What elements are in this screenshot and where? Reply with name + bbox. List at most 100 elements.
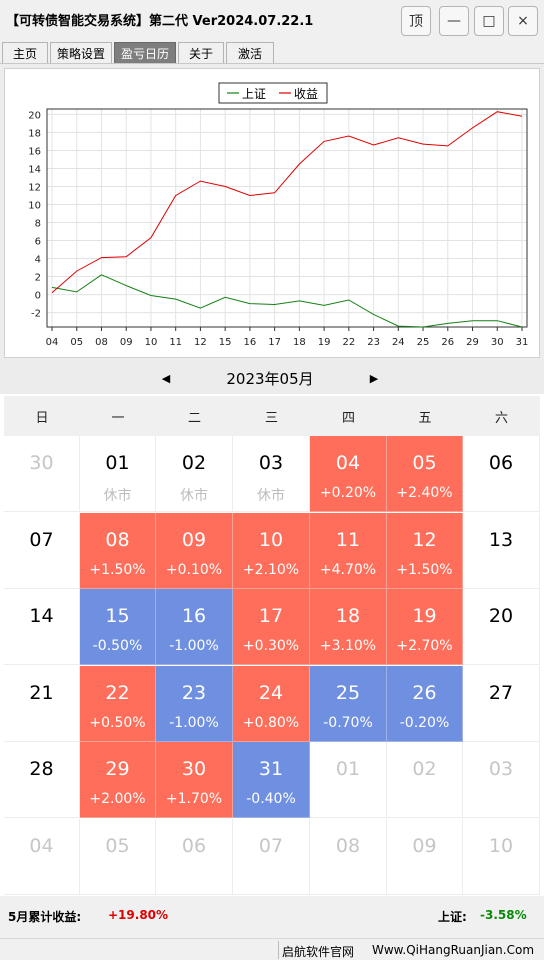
daily-return: -0.50% bbox=[92, 638, 143, 654]
x-tick-label: 10 bbox=[145, 337, 158, 348]
prev-month-icon[interactable]: ◀ bbox=[161, 371, 171, 385]
calendar-day-cell[interactable]: 04 bbox=[4, 818, 80, 895]
maximize-button[interactable]: □ bbox=[474, 6, 504, 36]
calendar-day-cell[interactable]: 12 +1.50% bbox=[387, 512, 463, 589]
calendar-day-cell[interactable]: 30 +1.70% bbox=[156, 742, 233, 818]
calendar-day-cell[interactable]: 21 bbox=[4, 665, 80, 742]
calendar-day-cell[interactable]: 04 +0.20% bbox=[310, 436, 387, 512]
day-number: 02 bbox=[412, 758, 437, 780]
x-tick-label: 24 bbox=[392, 337, 405, 348]
day-number: 08 bbox=[335, 834, 361, 857]
calendar-day-cell[interactable]: 07 bbox=[4, 512, 80, 589]
day-number: 05 bbox=[412, 452, 437, 474]
day-number: 01 bbox=[335, 758, 361, 780]
legend-label: 收益 bbox=[294, 87, 318, 101]
calendar-day-cell[interactable]: 03 bbox=[463, 742, 540, 818]
daily-return: +1.50% bbox=[89, 561, 146, 578]
x-tick-label: 17 bbox=[268, 337, 281, 348]
x-tick-label: 12 bbox=[194, 337, 207, 348]
calendar-day-cell[interactable]: 09 +0.10% bbox=[156, 512, 233, 589]
tab-pnl-calendar[interactable]: 盈亏日历 bbox=[114, 42, 176, 63]
daily-return: +4.70% bbox=[319, 561, 377, 578]
calendar-day-cell[interactable]: 06 bbox=[156, 818, 233, 895]
close-button[interactable]: × bbox=[508, 6, 538, 36]
calendar-day-cell[interactable]: 23 -1.00% bbox=[156, 665, 233, 742]
calendar-day-cell[interactable]: 01 休市 bbox=[80, 436, 156, 512]
calendar-day-cell[interactable]: 10 bbox=[463, 818, 540, 895]
calendar-day-cell[interactable]: 27 bbox=[463, 665, 540, 742]
daily-return: +2.70% bbox=[396, 638, 453, 654]
calendar-day-cell[interactable]: 30 bbox=[4, 436, 80, 512]
plot-area bbox=[46, 108, 528, 328]
x-tick-label: 16 bbox=[244, 337, 257, 348]
y-tick-label: -2 bbox=[31, 309, 41, 320]
x-tick-label: 25 bbox=[417, 337, 430, 348]
daily-return: +1.50% bbox=[396, 561, 453, 578]
calendar-day-cell[interactable]: 24 +0.80% bbox=[233, 665, 310, 742]
y-tick-label: 10 bbox=[28, 200, 41, 211]
site-url[interactable]: Www.QiHangRuanJian.Com bbox=[372, 943, 535, 957]
market-closed-label: 休市 bbox=[103, 488, 132, 504]
weekday-header: 一 bbox=[80, 396, 156, 436]
day-number: 09 bbox=[181, 528, 207, 551]
calendar-day-cell[interactable]: 18 +3.10% bbox=[310, 589, 387, 665]
day-number: 07 bbox=[29, 528, 54, 551]
calendar-day-cell[interactable]: 19 +2.70% bbox=[387, 589, 463, 665]
calendar-day-cell[interactable]: 26 -0.20% bbox=[387, 665, 463, 742]
tab-strategy-settings[interactable]: 策略设置 bbox=[50, 42, 112, 63]
calendar-day-cell[interactable]: 11 +4.70% bbox=[310, 512, 387, 589]
calendar-day-cell[interactable]: 02 休市 bbox=[156, 436, 233, 512]
calendar-day-cell[interactable]: 03 休市 bbox=[233, 436, 310, 512]
tab-home[interactable]: 主页 bbox=[2, 42, 48, 63]
month-label: 2023年05月 bbox=[226, 370, 314, 388]
calendar-day-cell[interactable]: 05 bbox=[80, 818, 156, 895]
calendar-day-cell[interactable]: 10 +2.10% bbox=[233, 512, 310, 589]
x-tick-label: 31 bbox=[516, 337, 529, 348]
calendar-day-cell[interactable]: 31 -0.40% bbox=[233, 742, 310, 818]
day-number: 28 bbox=[29, 758, 54, 780]
daily-return: +0.50% bbox=[89, 714, 146, 731]
x-tick-label: 04 bbox=[46, 337, 59, 348]
daily-return: +2.10% bbox=[242, 561, 300, 578]
day-number: 10 bbox=[488, 834, 514, 857]
pin-top-button[interactable]: 顶 bbox=[401, 6, 431, 36]
tab-activate[interactable]: 激活 bbox=[226, 42, 274, 63]
calendar-day-cell[interactable]: 15 -0.50% bbox=[80, 589, 156, 665]
calendar-day-cell[interactable]: 08 bbox=[310, 818, 387, 895]
daily-return: +0.10% bbox=[165, 561, 223, 578]
calendar-day-cell[interactable]: 22 +0.50% bbox=[80, 665, 156, 742]
calendar-day-cell[interactable]: 08 +1.50% bbox=[80, 512, 156, 589]
day-number: 20 bbox=[488, 605, 514, 627]
tab-bar: 主页 策略设置 盈亏日历 关于 激活 bbox=[0, 40, 544, 64]
x-tick-label: 29 bbox=[466, 337, 479, 348]
calendar-day-cell[interactable]: 09 bbox=[387, 818, 463, 895]
calendar-day-cell[interactable]: 02 bbox=[387, 742, 463, 818]
month-navigator: ◀ 2023年05月 ▶ bbox=[0, 364, 544, 394]
daily-return: +1.70% bbox=[165, 791, 223, 807]
calendar-day-cell[interactable]: 01 bbox=[310, 742, 387, 818]
calendar-day-cell[interactable]: 25 -0.70% bbox=[310, 665, 387, 742]
day-number: 06 bbox=[181, 834, 207, 857]
calendar-day-cell[interactable]: 16 -1.00% bbox=[156, 589, 233, 665]
calendar-day-cell[interactable]: 28 bbox=[4, 742, 80, 818]
x-tick-label: 26 bbox=[441, 337, 454, 348]
minimize-button[interactable]: — bbox=[439, 6, 469, 36]
chart-area: 20 18 16 14 12 10 8 6 4 2 0 -2 04 05 08 09 10 11 12 15 16 17 1… bbox=[0, 64, 544, 364]
next-month-icon[interactable]: ▶ bbox=[369, 371, 379, 385]
title-bar: 【可转债智能交易系统】第二代 Ver2024.07.22.1 顶 — □ × bbox=[0, 0, 544, 40]
calendar-day-cell[interactable]: 29 +2.00% bbox=[80, 742, 156, 818]
daily-return: +2.40% bbox=[396, 485, 453, 501]
calendar-day-cell[interactable]: 20 bbox=[463, 589, 540, 665]
calendar-day-cell[interactable]: 06 bbox=[463, 436, 540, 512]
calendar-day-cell[interactable]: 07 bbox=[233, 818, 310, 895]
tab-about[interactable]: 关于 bbox=[178, 42, 224, 63]
weekday-header: 日 bbox=[4, 396, 80, 436]
calendar-day-cell[interactable]: 14 bbox=[4, 589, 80, 665]
calendar-day-cell[interactable]: 17 +0.30% bbox=[233, 589, 310, 665]
calendar-day-cell[interactable]: 13 bbox=[463, 512, 540, 589]
day-number: 04 bbox=[335, 452, 361, 474]
y-tick-label: 2 bbox=[35, 273, 41, 284]
x-tick-label: 15 bbox=[219, 337, 232, 348]
calendar-day-cell[interactable]: 05 +2.40% bbox=[387, 436, 463, 512]
